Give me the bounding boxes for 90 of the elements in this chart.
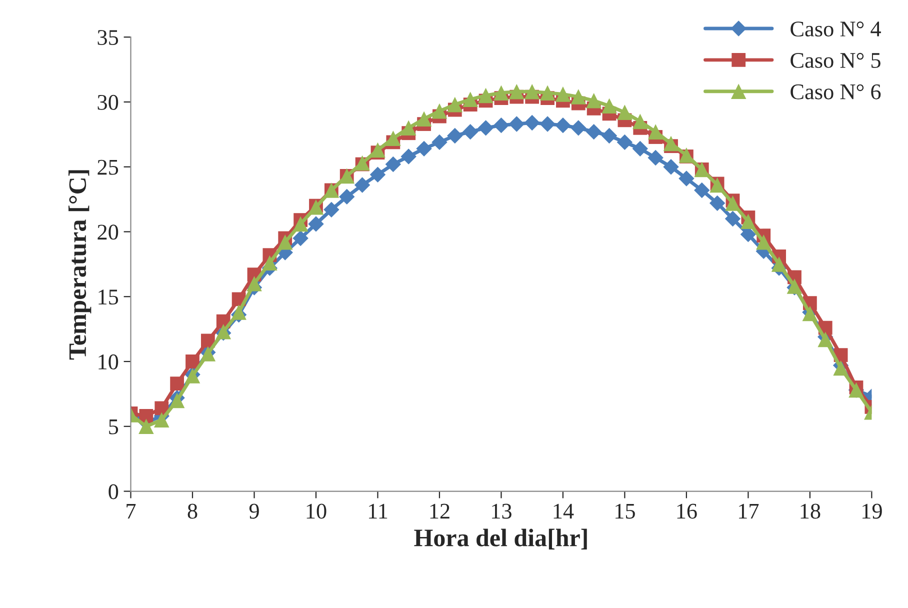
y-tick-label: 0 <box>108 484 118 500</box>
point <box>462 124 478 140</box>
x-tick-label: 16 <box>677 504 697 519</box>
point <box>508 116 525 132</box>
point <box>370 166 386 182</box>
point <box>648 150 664 166</box>
y-tick-label: 15 <box>98 290 118 305</box>
point <box>186 354 200 368</box>
point <box>494 85 509 101</box>
point <box>663 158 679 175</box>
point <box>462 92 478 108</box>
point <box>370 142 386 158</box>
point <box>540 85 556 101</box>
point <box>586 124 602 140</box>
point <box>447 128 463 144</box>
x-tick-label: 10 <box>306 504 326 519</box>
y-tick-label: 20 <box>98 224 118 240</box>
x-tick-label: 19 <box>862 504 882 519</box>
point <box>709 195 726 212</box>
point <box>602 98 617 114</box>
point <box>154 412 170 428</box>
point <box>524 84 540 100</box>
point <box>478 88 494 104</box>
point <box>447 96 463 112</box>
point <box>231 304 246 320</box>
x-tick-label: 17 <box>739 504 759 518</box>
point <box>292 230 308 246</box>
x-tick-label: 18 <box>800 504 820 519</box>
point <box>555 117 571 134</box>
point <box>277 234 293 250</box>
point <box>725 196 740 211</box>
point <box>740 214 756 229</box>
y-tick-label: 25 <box>98 160 118 175</box>
point <box>616 134 633 150</box>
point <box>324 202 340 218</box>
point <box>648 124 664 140</box>
point <box>617 104 632 120</box>
point <box>771 256 787 272</box>
point <box>632 140 648 157</box>
point <box>694 182 710 198</box>
y-tick-label: 5 <box>109 420 118 434</box>
point <box>416 111 432 126</box>
x-tick-label: 14 <box>554 504 574 518</box>
x-tick-label: 12 <box>430 504 450 518</box>
x-tick-label: 8 <box>188 504 198 519</box>
point <box>663 136 679 152</box>
point <box>169 392 185 408</box>
point <box>354 177 370 193</box>
point <box>246 276 262 292</box>
point <box>570 120 586 136</box>
point <box>524 114 540 131</box>
point <box>138 418 154 434</box>
point <box>432 134 448 150</box>
x-tick-label: 11 <box>368 504 388 518</box>
x-tick-label: 13 <box>492 504 512 519</box>
legend-label: Caso N° 6 <box>790 84 881 100</box>
point <box>509 84 524 100</box>
point <box>386 130 401 146</box>
point <box>385 156 402 172</box>
point <box>262 255 278 271</box>
point <box>601 128 618 144</box>
point <box>493 117 510 134</box>
x-tick-label: 15 <box>616 504 635 519</box>
y-tick-label: 30 <box>98 94 118 110</box>
y-axis-title: Temperatura [°C] <box>68 170 92 360</box>
point <box>586 93 602 108</box>
point <box>400 120 416 136</box>
point <box>292 216 308 232</box>
point <box>678 170 694 186</box>
point <box>432 103 448 119</box>
legend-label: Caso N° 4 <box>790 22 881 37</box>
point <box>339 188 355 205</box>
legend-label: Caso N° 5 <box>790 52 880 68</box>
x-tick-label: 7 <box>126 504 136 518</box>
y-tick-label: 10 <box>98 354 118 370</box>
point <box>308 216 324 232</box>
point <box>724 210 741 227</box>
x-tick-label: 9 <box>249 504 259 519</box>
point <box>170 376 184 391</box>
point <box>416 140 432 157</box>
y-tick-label: 35 <box>98 30 118 46</box>
point <box>540 116 556 132</box>
point <box>570 89 586 104</box>
point <box>478 120 494 136</box>
point <box>632 114 648 130</box>
point <box>756 234 772 250</box>
point <box>400 148 416 164</box>
x-axis-title: Hora del dia[hr] <box>414 528 587 550</box>
point <box>818 332 834 348</box>
point <box>555 86 571 102</box>
